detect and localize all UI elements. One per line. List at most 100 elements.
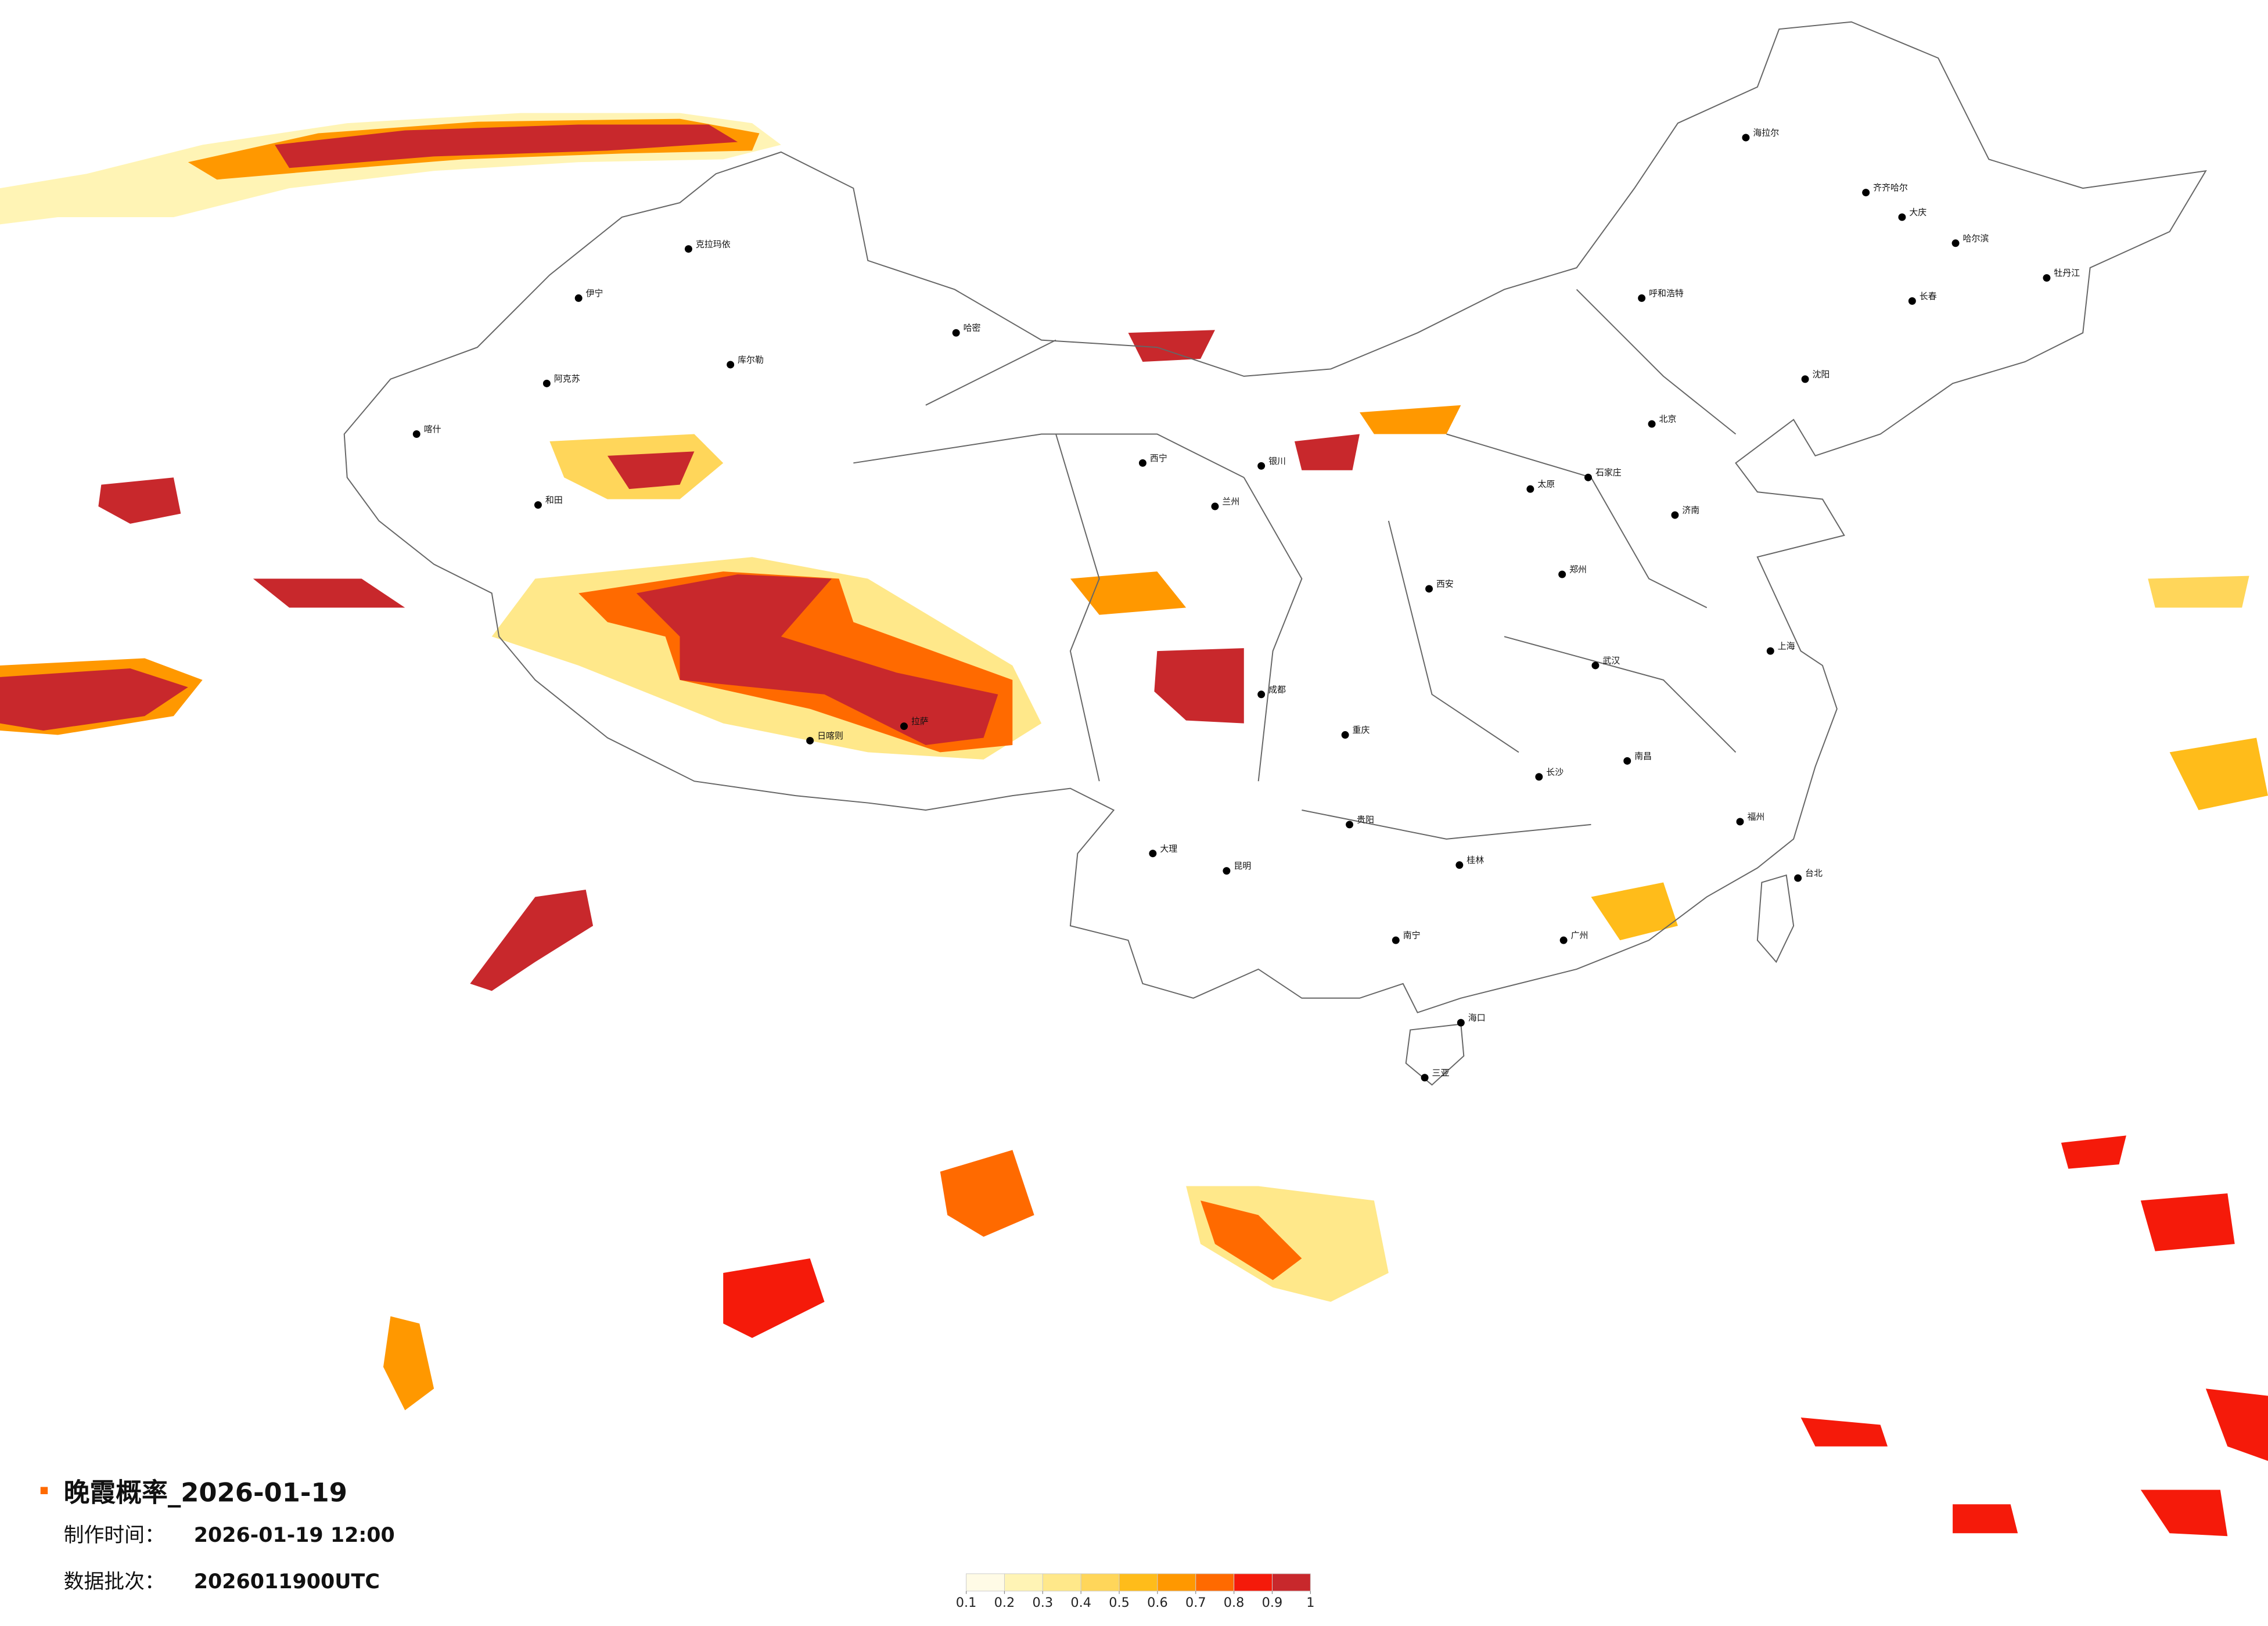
colorbar-label: 0.8 <box>1224 1595 1245 1610</box>
city-label: 沈阳 <box>1813 369 1830 379</box>
city-dot <box>1257 690 1266 699</box>
city-label: 日喀则 <box>817 731 843 741</box>
city-label: 和田 <box>545 495 563 505</box>
city-label: 长春 <box>1920 291 1937 301</box>
city-dot <box>1211 502 1219 510</box>
colorbar-label: 0.2 <box>994 1595 1015 1610</box>
colorbar-label: 0.3 <box>1033 1595 1054 1610</box>
city-dot <box>1736 818 1744 826</box>
colorbar-swatch <box>1042 1573 1081 1592</box>
title-marker <box>40 1487 48 1494</box>
city-dot <box>1559 936 1568 944</box>
city-label: 呼和浩特 <box>1649 288 1684 298</box>
city-label: 广州 <box>1571 930 1588 941</box>
city-label: 伊宁 <box>586 288 603 298</box>
city-dot <box>1638 294 1646 302</box>
city-label: 克拉玛依 <box>696 239 731 249</box>
city-dot <box>1558 570 1566 578</box>
city-dot <box>1766 647 1774 655</box>
city-dot <box>1455 861 1464 869</box>
city-label: 成都 <box>1268 684 1286 695</box>
colorbar-swatch <box>1195 1573 1235 1592</box>
city-dot <box>1535 773 1543 781</box>
city-label: 库尔勒 <box>738 354 764 365</box>
city-dot <box>1421 1074 1429 1082</box>
colorbar-swatch <box>1157 1573 1196 1592</box>
city-dot <box>1584 473 1592 481</box>
city-label: 长沙 <box>1546 767 1563 777</box>
city-dot <box>1257 462 1266 470</box>
map-title: 晚霞概率_2026-01-19 <box>64 1477 347 1508</box>
city-label: 三亚 <box>1432 1067 1450 1078</box>
city-dot <box>727 361 735 369</box>
city-dot <box>1346 821 1354 829</box>
city-dot <box>2043 274 2051 282</box>
colorbar-swatch <box>966 1573 1005 1592</box>
city-dot <box>1898 213 1906 221</box>
city-label: 西宁 <box>1150 453 1167 463</box>
city-dot <box>952 329 960 337</box>
city-label: 南昌 <box>1634 751 1652 761</box>
city-label: 牡丹江 <box>2054 268 2080 278</box>
city-dot <box>1223 867 1231 875</box>
colorbar-swatch <box>1234 1573 1273 1592</box>
city-dot <box>1138 459 1146 467</box>
city-dot <box>534 501 542 509</box>
info-label: 制作时间： <box>64 1524 165 1547</box>
probability-field <box>0 113 2268 1537</box>
city-dot <box>1425 585 1433 593</box>
colorbar-label: 0.7 <box>1185 1595 1206 1610</box>
city-label: 重庆 <box>1353 725 1370 735</box>
colorbar: 0.1 0.2 0.3 0.4 0.5 0.6 0.7 0.8 0.9 1 <box>956 1573 1314 1610</box>
city-label: 济南 <box>1682 505 1699 515</box>
colorbar-label: 0.6 <box>1147 1595 1168 1610</box>
city-dot <box>806 737 814 744</box>
colorbar-label: 0.1 <box>956 1595 977 1610</box>
city-dot <box>1648 420 1656 428</box>
city-dot <box>1794 874 1802 882</box>
colorbar-swatch <box>1271 1573 1311 1592</box>
city-label: 西安 <box>1436 579 1454 589</box>
city-dot <box>900 722 908 731</box>
city-dot <box>1671 511 1679 519</box>
city-label: 哈尔滨 <box>1963 233 1989 243</box>
city-label: 银川 <box>1268 456 1286 466</box>
city-label: 桂林 <box>1467 855 1484 865</box>
colorbar-swatch <box>1004 1573 1043 1592</box>
city-label: 海拉尔 <box>1753 127 1779 138</box>
city-label: 拉萨 <box>911 716 929 726</box>
city-label: 武汉 <box>1602 656 1620 666</box>
city-dot <box>1457 1019 1465 1027</box>
city-dot <box>1951 239 1960 247</box>
info-label: 数据批次： <box>64 1570 165 1593</box>
city-label: 大理 <box>1160 843 1177 854</box>
city-label: 兰州 <box>1222 497 1239 507</box>
city-dot <box>574 294 583 302</box>
city-dot <box>412 430 420 438</box>
city-dot <box>1801 375 1809 383</box>
city-dot <box>1623 757 1631 765</box>
city-label: 阿克苏 <box>554 373 580 384</box>
colorbar-swatch <box>1080 1573 1120 1592</box>
city-dot <box>684 245 692 253</box>
city-label: 郑州 <box>1569 564 1587 575</box>
city-label: 齐齐哈尔 <box>1873 182 1908 193</box>
city-label: 上海 <box>1778 641 1795 652</box>
info-value: 2026-01-19 12:00 <box>194 1524 395 1547</box>
colorbar-label: 0.5 <box>1109 1595 1130 1610</box>
city-dot <box>1392 936 1400 944</box>
city-label: 北京 <box>1659 414 1677 425</box>
colorbar-swatch <box>1119 1573 1158 1592</box>
city-dot <box>1526 485 1534 493</box>
city-label: 大庆 <box>1909 207 1926 217</box>
city-dot <box>1862 189 1870 197</box>
colorbar-label: 0.9 <box>1262 1595 1283 1610</box>
city-dot <box>1341 731 1349 739</box>
city-label: 福州 <box>1747 811 1764 822</box>
city-dot <box>1908 297 1916 305</box>
city-label: 海口 <box>1468 1013 1486 1023</box>
